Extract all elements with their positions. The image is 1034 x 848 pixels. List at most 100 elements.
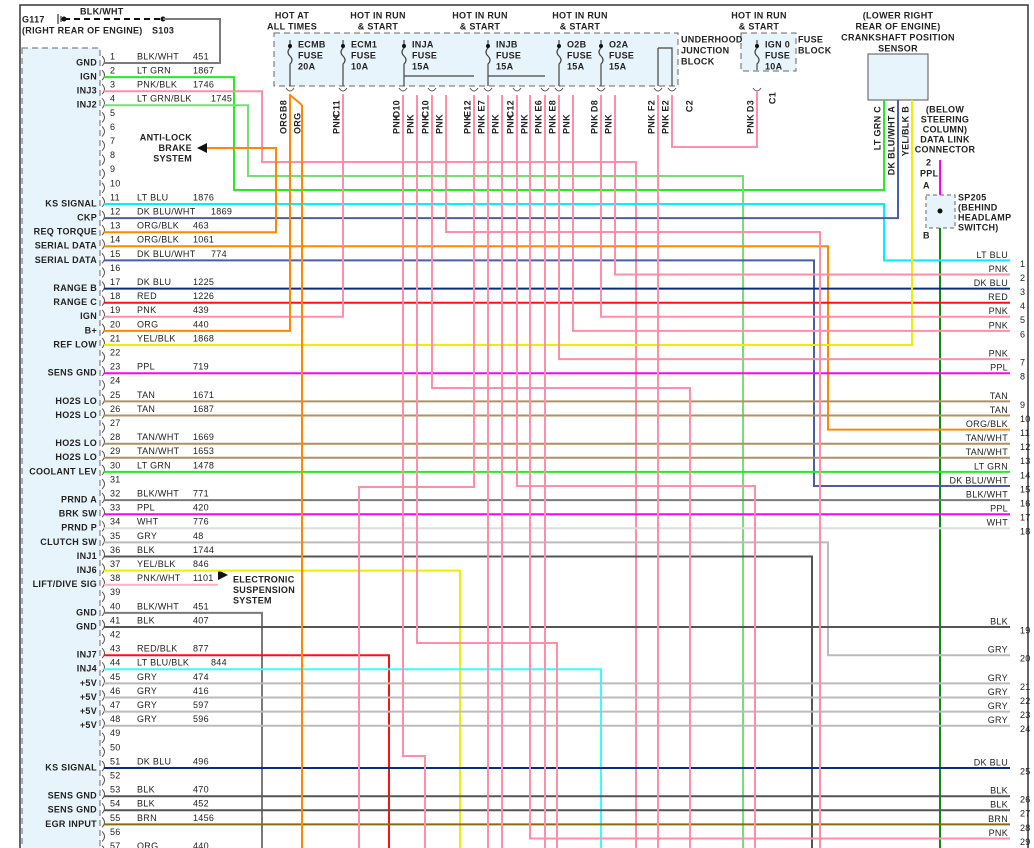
pin-number: 7 bbox=[110, 136, 115, 146]
pin-terminal-icon bbox=[101, 661, 105, 673]
connector-terminal-icon bbox=[398, 87, 408, 92]
pin-wire-color: PNK/WHT bbox=[137, 573, 181, 583]
connector-id: D8 bbox=[589, 100, 599, 112]
right-pin-wire-color: LT BLU bbox=[977, 250, 1008, 260]
arrow-icon bbox=[218, 570, 228, 580]
right-pin-wire-color: ORG/BLK bbox=[966, 419, 1008, 429]
fuse-word: FUSE bbox=[567, 50, 592, 60]
pin-number: 30 bbox=[110, 460, 121, 470]
pin-wire-color: BLK bbox=[137, 615, 155, 625]
wire-b8-org-jog bbox=[289, 94, 303, 106]
pin-number: 34 bbox=[110, 517, 121, 527]
right-pin-wire-color: DK BLU bbox=[974, 278, 1008, 288]
fuse-rating: 15A bbox=[609, 61, 627, 71]
pin-wire-color: BLK bbox=[137, 545, 155, 555]
wire-fuse-pnk bbox=[529, 95, 1010, 840]
pin-wire-color: DK BLU bbox=[137, 277, 171, 287]
pin-terminal-icon bbox=[101, 774, 105, 786]
fuse-name: INJB bbox=[496, 39, 518, 49]
pin-terminal-icon bbox=[101, 746, 105, 758]
ground-location: (RIGHT REAR OF ENGINE) bbox=[22, 25, 143, 35]
pin-number: 41 bbox=[110, 615, 121, 625]
fuse-node bbox=[486, 44, 490, 48]
pin-number: 35 bbox=[110, 531, 121, 541]
connector-terminal-icon bbox=[540, 87, 550, 92]
pin-wire-color: GRY bbox=[137, 672, 157, 682]
right-pin-number: 27 bbox=[1020, 809, 1031, 819]
pin-terminal-icon bbox=[101, 97, 105, 109]
wire-pin-37 bbox=[104, 569, 461, 848]
right-pin-wire-color: BLK bbox=[990, 786, 1008, 796]
pin-terminal-icon bbox=[101, 563, 105, 574]
right-pin-number: 10 bbox=[1020, 414, 1031, 424]
pin-function-label: CKP bbox=[77, 212, 97, 222]
wire-color-label: PNK bbox=[420, 114, 430, 134]
connector-terminal-icon bbox=[338, 87, 348, 92]
pin-circuit-number: 719 bbox=[193, 362, 209, 372]
pin-function-label: INJ2 bbox=[77, 100, 97, 110]
connector-id: E7 bbox=[476, 100, 486, 112]
right-pin-number: 6 bbox=[1020, 329, 1025, 339]
pin-function-label: KS SIGNAL bbox=[45, 762, 97, 772]
pin-function-label: EGR INPUT bbox=[45, 819, 97, 829]
pin-function-label: +5V bbox=[80, 706, 97, 716]
pin-function-label: BRK SW bbox=[59, 509, 98, 519]
right-pin-wire-color: RED bbox=[988, 292, 1008, 302]
pin-wire-color: DK BLU/WHT bbox=[137, 249, 196, 259]
right-pin-number: 4 bbox=[1020, 301, 1025, 311]
diagram-border bbox=[19, 4, 1029, 848]
splice-label: HEADLAMP bbox=[958, 212, 1011, 222]
pin-wire-color: LT GRN bbox=[137, 65, 171, 75]
pin-function-label: INJ6 bbox=[77, 565, 97, 575]
fuse-rating: 10A bbox=[351, 61, 369, 71]
fuse-block bbox=[740, 32, 797, 72]
wire-pin-14 bbox=[104, 245, 1010, 431]
right-pin-number: 11 bbox=[1020, 428, 1030, 438]
wire-pin-19 bbox=[104, 94, 344, 318]
pin-circuit-number: 1876 bbox=[193, 192, 214, 202]
pin-wire-color: PNK bbox=[137, 305, 156, 315]
wire-pin-4 bbox=[104, 104, 744, 848]
right-pin-number: 17 bbox=[1020, 513, 1031, 523]
pin-number: 28 bbox=[110, 432, 121, 442]
pin-circuit-number: 416 bbox=[193, 686, 209, 696]
wire-color-label: PNK bbox=[490, 114, 500, 134]
wire-color-label: PNK bbox=[391, 114, 401, 134]
crank-sensor-label: SENSOR bbox=[878, 43, 918, 53]
fuse-icon bbox=[556, 40, 562, 86]
pin-circuit-number: 846 bbox=[193, 559, 209, 569]
connector-terminal-icon bbox=[596, 87, 606, 92]
pin-function-label: PRND P bbox=[61, 523, 97, 533]
ground-wire-color: BLK/WHT bbox=[80, 6, 124, 16]
pin-number: 18 bbox=[110, 291, 121, 301]
pin-circuit-number: 1869 bbox=[211, 206, 232, 216]
pin-circuit-number: 407 bbox=[193, 615, 209, 625]
pin-circuit-number: 1671 bbox=[193, 390, 214, 400]
connector-id: C11 bbox=[331, 100, 341, 117]
pin-wire-color: TAN bbox=[137, 404, 155, 414]
pin-wire-color: TAN/WHT bbox=[137, 432, 180, 442]
wires bbox=[64, 18, 1010, 848]
pin-number: 25 bbox=[110, 390, 121, 400]
dlc-label: CONNECTOR bbox=[915, 144, 976, 154]
wire-color-label: PNK bbox=[561, 114, 571, 134]
wire-color-label: PNK bbox=[646, 114, 656, 134]
right-pin-wire-color: TAN/WHT bbox=[966, 447, 1009, 457]
junction-block-label: UNDERHOOD bbox=[681, 34, 743, 44]
pin-number: 55 bbox=[110, 813, 121, 823]
wire-pin-2 bbox=[104, 76, 885, 191]
wire-color-label: PNK bbox=[533, 114, 543, 134]
wire-pin-40 bbox=[104, 611, 263, 848]
pin-wire-color: LT BLU/BLK bbox=[137, 658, 189, 668]
pin-number: 21 bbox=[110, 333, 121, 343]
pin-number: 13 bbox=[110, 221, 121, 231]
pin-circuit-number: 470 bbox=[193, 785, 209, 795]
pin-number: 22 bbox=[110, 347, 121, 357]
connector-terminal-icon bbox=[667, 87, 677, 92]
pin-terminal-icon bbox=[101, 802, 105, 814]
pin-number: 19 bbox=[110, 305, 121, 315]
ground-icon bbox=[57, 14, 62, 24]
pin-number: 15 bbox=[110, 249, 121, 259]
fuse-icon bbox=[287, 40, 293, 86]
right-pin-number: 2 bbox=[1020, 273, 1025, 283]
